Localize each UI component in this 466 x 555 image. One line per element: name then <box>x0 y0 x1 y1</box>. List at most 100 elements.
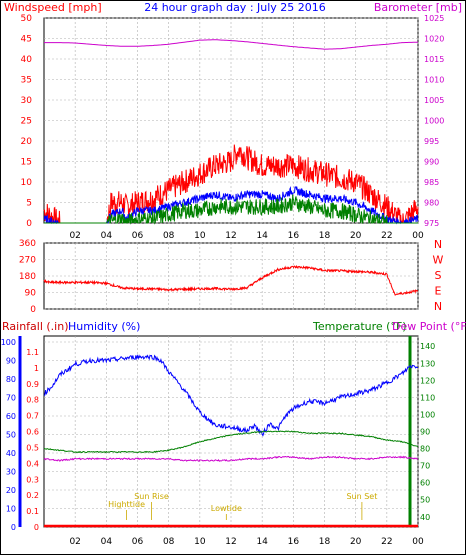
windspeed-tick-label: 10 <box>21 178 33 188</box>
temp-hour-label: 22 <box>381 537 392 547</box>
event-annotation: Highttide <box>108 500 145 509</box>
temp-hour-label: 16 <box>288 537 300 547</box>
wind-hour-label: 02 <box>69 231 80 241</box>
wind-hour-label: 08 <box>163 231 175 241</box>
rainfall-tick-label: 0.5 <box>26 443 39 452</box>
wind-hour-label: 14 <box>256 231 268 241</box>
wind-direction-line <box>43 264 419 296</box>
page-title: 24 hour graph day : July 25 2016 <box>144 1 326 14</box>
humidity-tick-label: 80 <box>6 375 16 384</box>
barometer-tick-label: 975 <box>424 219 439 228</box>
temperature-tick-label: 100 <box>420 410 435 419</box>
barometer-axis-title: Barometer [mb] <box>374 1 462 14</box>
temp-hour-label: 18 <box>319 537 331 547</box>
temp-hour-label: 08 <box>163 537 175 547</box>
humidity-line <box>43 354 418 437</box>
compass-label: W <box>433 254 444 267</box>
humidity-tick-label: 20 <box>6 486 16 495</box>
windspeed-tick-label: 30 <box>21 96 33 106</box>
barometer-tick-label: 995 <box>424 137 439 146</box>
humidity-tick-label: 70 <box>6 394 16 403</box>
compass-label: S <box>435 269 442 282</box>
temperature-tick-label: 110 <box>420 393 435 402</box>
temp-hour-label: 02 <box>69 537 80 547</box>
wind-hour-label: 04 <box>101 231 113 241</box>
temperature-tick-label: 90 <box>420 428 430 437</box>
compass-label: N <box>434 300 442 313</box>
temperature-tick-label: 50 <box>420 496 430 505</box>
rainfall-tick-label: 0.8 <box>26 396 39 405</box>
wind-hour-label: 12 <box>225 231 236 241</box>
windspeed-tick-label: 35 <box>21 76 32 86</box>
wind-hour-label: 18 <box>319 231 331 241</box>
temp-hour-label: 00 <box>412 537 424 547</box>
event-annotation: Sun Rise <box>134 492 169 501</box>
humidity-tick-label: 60 <box>6 412 16 421</box>
rainfall-tick-label: 0.2 <box>26 491 39 500</box>
humidity-tick-label: 40 <box>6 449 16 458</box>
barometer-tick-label: 1015 <box>424 55 444 64</box>
windspeed-tick-label: 40 <box>21 55 33 65</box>
humidity-axis-title: Humidity (%) <box>68 320 140 333</box>
barometer-tick-label: 1020 <box>424 35 444 44</box>
wind-hour-label: 20 <box>350 231 362 241</box>
temp-hour-label: 20 <box>350 537 362 547</box>
rainfall-tick-label: 0.7 <box>26 412 39 421</box>
barometer-tick-label: 1010 <box>424 76 444 85</box>
windspeed-tick-label: 0 <box>26 219 32 229</box>
event-annotation: Lowtide <box>211 504 242 513</box>
wind-hour-label: 10 <box>194 231 206 241</box>
compass-label: E <box>435 285 442 298</box>
temperature-tick-label: 140 <box>420 342 435 351</box>
direction-tick-label: 360 <box>19 239 36 249</box>
rainfall-tick-label: 0.4 <box>26 459 39 468</box>
humidity-tick-label: 90 <box>6 357 16 366</box>
humidity-tick-label: 30 <box>6 468 16 477</box>
direction-tick-label: 90 <box>25 289 37 299</box>
humidity-tick-label: 0 <box>11 523 16 532</box>
barometer-tick-label: 980 <box>424 199 439 208</box>
wind-speed-line <box>44 194 418 225</box>
barometer-line <box>44 39 418 50</box>
barometer-tick-label: 990 <box>424 158 439 167</box>
temp-hour-label: 06 <box>132 537 144 547</box>
barometer-tick-label: 1000 <box>424 117 444 126</box>
wind-hour-label: 06 <box>132 231 144 241</box>
event-annotation: Sun Set <box>346 492 377 501</box>
temperature-axis-title: Temperature (°F) <box>312 320 407 333</box>
temperature-tick-label: 120 <box>420 376 435 385</box>
wind-hour-label: 22 <box>381 231 392 241</box>
temperature-tick-label: 40 <box>420 513 430 522</box>
windspeed-tick-label: 5 <box>26 199 32 209</box>
direction-tick-label: 270 <box>19 256 36 266</box>
rainfall-tick-label: 1 <box>34 364 39 373</box>
windspeed-tick-label: 15 <box>21 158 32 168</box>
rainfall-tick-label: 1.1 <box>26 348 39 357</box>
humidity-tick-label: 10 <box>6 505 16 514</box>
windspeed-axis-title: Windspeed [mph] <box>4 1 102 14</box>
rainfall-tick-label: 0.6 <box>26 428 39 437</box>
temp-hour-label: 10 <box>194 537 206 547</box>
direction-tick-label: 180 <box>19 272 36 282</box>
compass-label: N <box>434 238 442 251</box>
dewpoint-line <box>43 455 419 462</box>
temperature-tick-label: 80 <box>420 445 430 454</box>
temperature-tick-label: 60 <box>420 479 430 488</box>
wind-hour-label: 16 <box>288 231 300 241</box>
temp-hour-label: 14 <box>256 537 268 547</box>
barometer-tick-label: 985 <box>424 178 439 187</box>
temperature-line <box>43 430 419 454</box>
temp-hour-label: 04 <box>101 537 113 547</box>
wind-barometer-panel: 0510152025303540455097598098599099510001… <box>21 14 445 241</box>
temperature-tick-label: 70 <box>420 462 430 471</box>
rainfall-tick-label: 0.1 <box>26 507 39 516</box>
barometer-tick-label: 1005 <box>424 96 444 105</box>
humidity-tick-label: 100 <box>1 338 16 347</box>
temp-hour-label: 12 <box>225 537 236 547</box>
barometer-tick-label: 1025 <box>424 14 444 23</box>
direction-tick-label: 0 <box>30 305 36 315</box>
windspeed-tick-label: 45 <box>21 35 32 45</box>
